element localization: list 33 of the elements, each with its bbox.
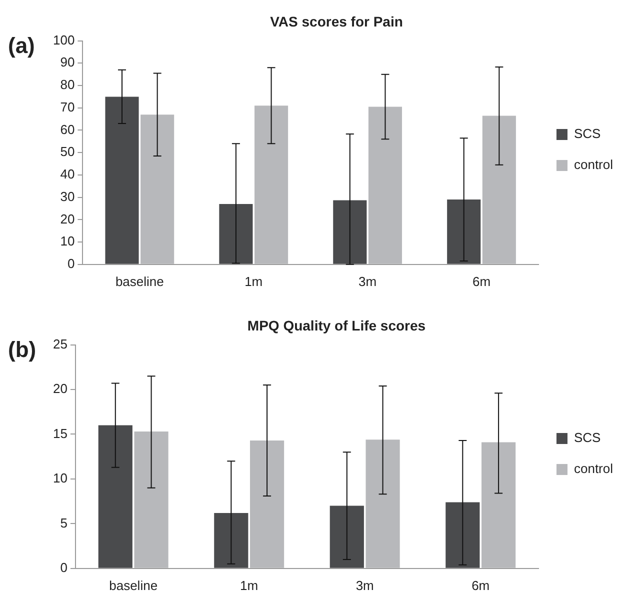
- y-tick-label: 70: [60, 99, 75, 114]
- y-tick-label: 20: [52, 381, 68, 396]
- x-tick-label: 6m: [472, 274, 491, 289]
- y-tick-label: 10: [60, 234, 75, 249]
- legend-label: control: [574, 461, 614, 476]
- y-tick-label: 100: [52, 32, 75, 48]
- text: (b): [8, 337, 36, 362]
- x-tick-label: 6m: [472, 578, 490, 593]
- y-tick-label: 0: [60, 560, 68, 575]
- y-tick-label: 30: [60, 188, 75, 204]
- x-tick-label: baseline: [115, 274, 164, 289]
- y-tick-label: 25: [52, 336, 68, 352]
- x-tick-label: 3m: [356, 578, 374, 593]
- legend-label: SCS: [574, 430, 602, 446]
- legend-label: control: [574, 157, 614, 172]
- y-tick-label: 10: [52, 470, 68, 486]
- y-tick-label: 90: [60, 54, 75, 70]
- chart-title: VAS scores for Pain: [270, 13, 403, 30]
- legend-label: SCS: [574, 126, 602, 142]
- y-tick-label: 60: [60, 122, 75, 137]
- y-tick-label: 50: [60, 144, 75, 160]
- y-tick-label: 0: [67, 256, 75, 271]
- y-tick-label: 40: [60, 166, 75, 182]
- x-tick-label: 1m: [244, 274, 263, 289]
- y-tick-label: 15: [52, 426, 68, 441]
- y-tick-label: 80: [60, 77, 75, 92]
- x-tick-label: 3m: [358, 274, 377, 289]
- y-tick-label: 5: [60, 515, 68, 530]
- x-tick-label: 1m: [240, 578, 258, 593]
- y-tick-label: 20: [60, 211, 75, 226]
- chart-title: MPQ Quality of Life scores: [247, 317, 426, 334]
- text: (a): [8, 33, 35, 58]
- x-tick-label: baseline: [109, 578, 158, 593]
